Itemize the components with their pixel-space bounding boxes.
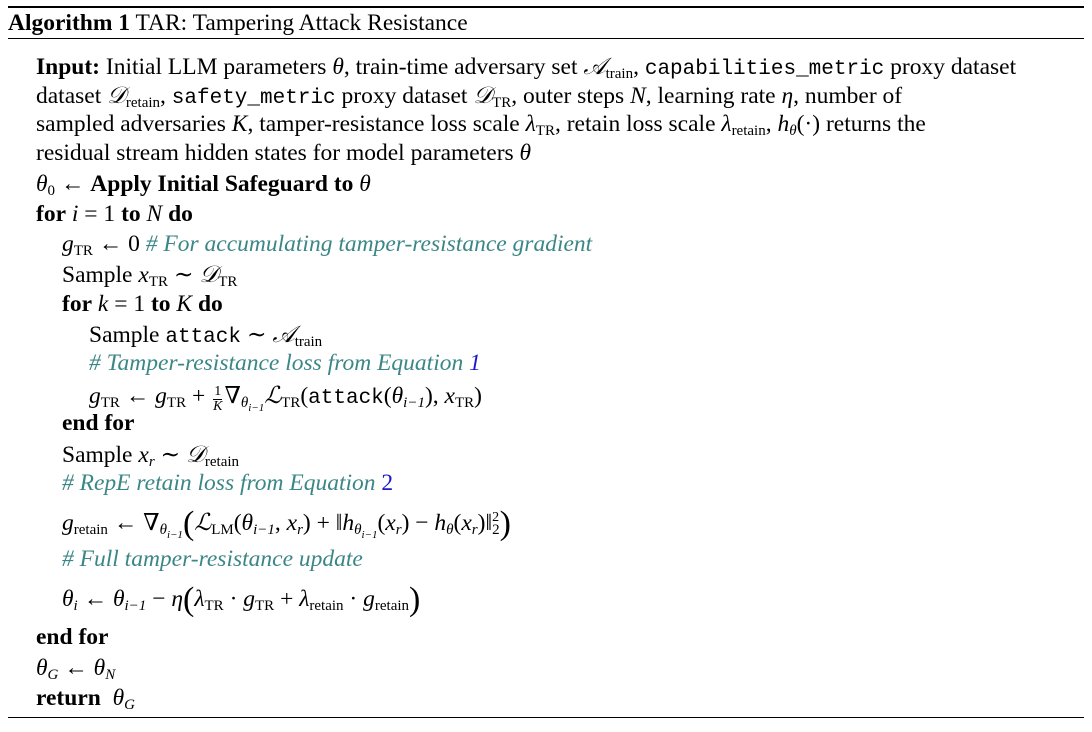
keyword: Sample — [62, 262, 133, 288]
comment-repe-line: # RepE retain loss from Equation 2 — [62, 469, 393, 497]
input-text: , learning rate — [645, 83, 776, 109]
keyword: do — [168, 201, 193, 227]
input-text: proxy dataset — [890, 54, 1017, 80]
keyword: Sample — [62, 442, 133, 468]
keyword: end for — [36, 624, 109, 650]
capabilities-metric-code: capabilities_metric — [644, 58, 885, 81]
algorithm-name: TAR: Tampering Attack Resistance — [135, 10, 468, 36]
outer-for: for i = 1 to N do — [36, 201, 193, 227]
keyword: end for — [62, 410, 135, 436]
title-rule — [8, 38, 1084, 39]
subscript: TR — [535, 123, 555, 139]
keyword: to — [150, 291, 171, 317]
inner-end-for: end for — [62, 409, 134, 437]
keyword: to — [121, 201, 141, 227]
keyword: Apply Initial Safeguard to — [90, 171, 354, 197]
equation-link[interactable]: 2 — [381, 470, 394, 496]
input-text: , outer steps — [511, 83, 625, 109]
equation-link[interactable]: 1 — [469, 350, 481, 376]
keyword: for — [62, 291, 93, 317]
keyword: Sample — [89, 322, 160, 348]
step-gretain: gretain ← ∇θi−1(ℒLM(θi−1, xr) + ‖hθi−1(x… — [62, 505, 511, 542]
input-text: , train-time adversary set — [343, 54, 578, 80]
attack-code: attack — [165, 326, 241, 349]
subscript: train — [605, 66, 634, 82]
step-theta-g: θG ← θN — [36, 655, 116, 683]
algorithm-label: Algorithm 1 — [8, 10, 131, 36]
outer-end-for: end for — [36, 623, 108, 651]
input-line-4: residual stream hidden states for model … — [36, 140, 532, 166]
attack-code: attack — [308, 387, 384, 410]
input-label: Input: — [36, 54, 101, 80]
input-line-1: Input: Initial LLM parameters θ, train-t… — [36, 52, 1017, 82]
comment-tr-loss-line: # Tamper-resistance loss from Equation 1 — [89, 349, 481, 377]
top-rule — [8, 6, 1084, 8]
comment: # RepE retain loss from Equation — [62, 470, 376, 496]
step-initial-safeguard: θ0 ← Apply Initial Safeguard to θ — [36, 171, 371, 199]
bottom-rule — [8, 717, 1084, 718]
step-return: return θG — [36, 685, 135, 713]
step-sample-xtr: Sample xTR ∼ 𝒟TR — [62, 260, 238, 290]
input-text: Initial LLM parameters — [105, 54, 327, 80]
comment: # For accumulating tamper-resistance gra… — [145, 231, 593, 257]
keyword: for — [36, 201, 67, 227]
step-theta-update: θi ← θi−1 − η(λTR · gTR + λretain · gret… — [62, 581, 421, 618]
subscript: TR — [492, 95, 512, 111]
step-gtr-update: gTR ← gTR + 1 K ∇θi−1ℒTR(attack(θi−1), xTR… — [89, 381, 482, 414]
comment-full-line: # Full tamper-resistance update — [62, 545, 363, 573]
subscript: retain — [125, 95, 161, 111]
comment: # Tamper-resistance loss from Equation — [89, 350, 464, 376]
step-sample-attack: Sample attack ∼ 𝒜train — [89, 320, 323, 350]
step-init-gtr: gTR ← 0 # For accumulating tamper-resist… — [62, 231, 593, 259]
keyword: return — [36, 685, 101, 711]
subscript: retain — [731, 123, 766, 139]
step-sample-xr: Sample xr ∼ 𝒟retain — [62, 440, 240, 470]
comment: # Full tamper-resistance update — [62, 546, 363, 572]
input-line-3: sampled adversaries K, tamper-resistance… — [36, 111, 926, 139]
input-text: , retain loss scale — [554, 111, 716, 137]
inner-for: for k = 1 to K do — [62, 291, 223, 317]
input-text: proxy dataset — [341, 83, 468, 109]
safety-metric-code: safety_metric — [171, 87, 336, 110]
keyword: do — [197, 291, 223, 317]
input-text: , tamper-resistance loss scale — [247, 111, 520, 137]
algorithm-title: Algorithm 1 TAR: Tampering Attack Resist… — [8, 9, 468, 37]
